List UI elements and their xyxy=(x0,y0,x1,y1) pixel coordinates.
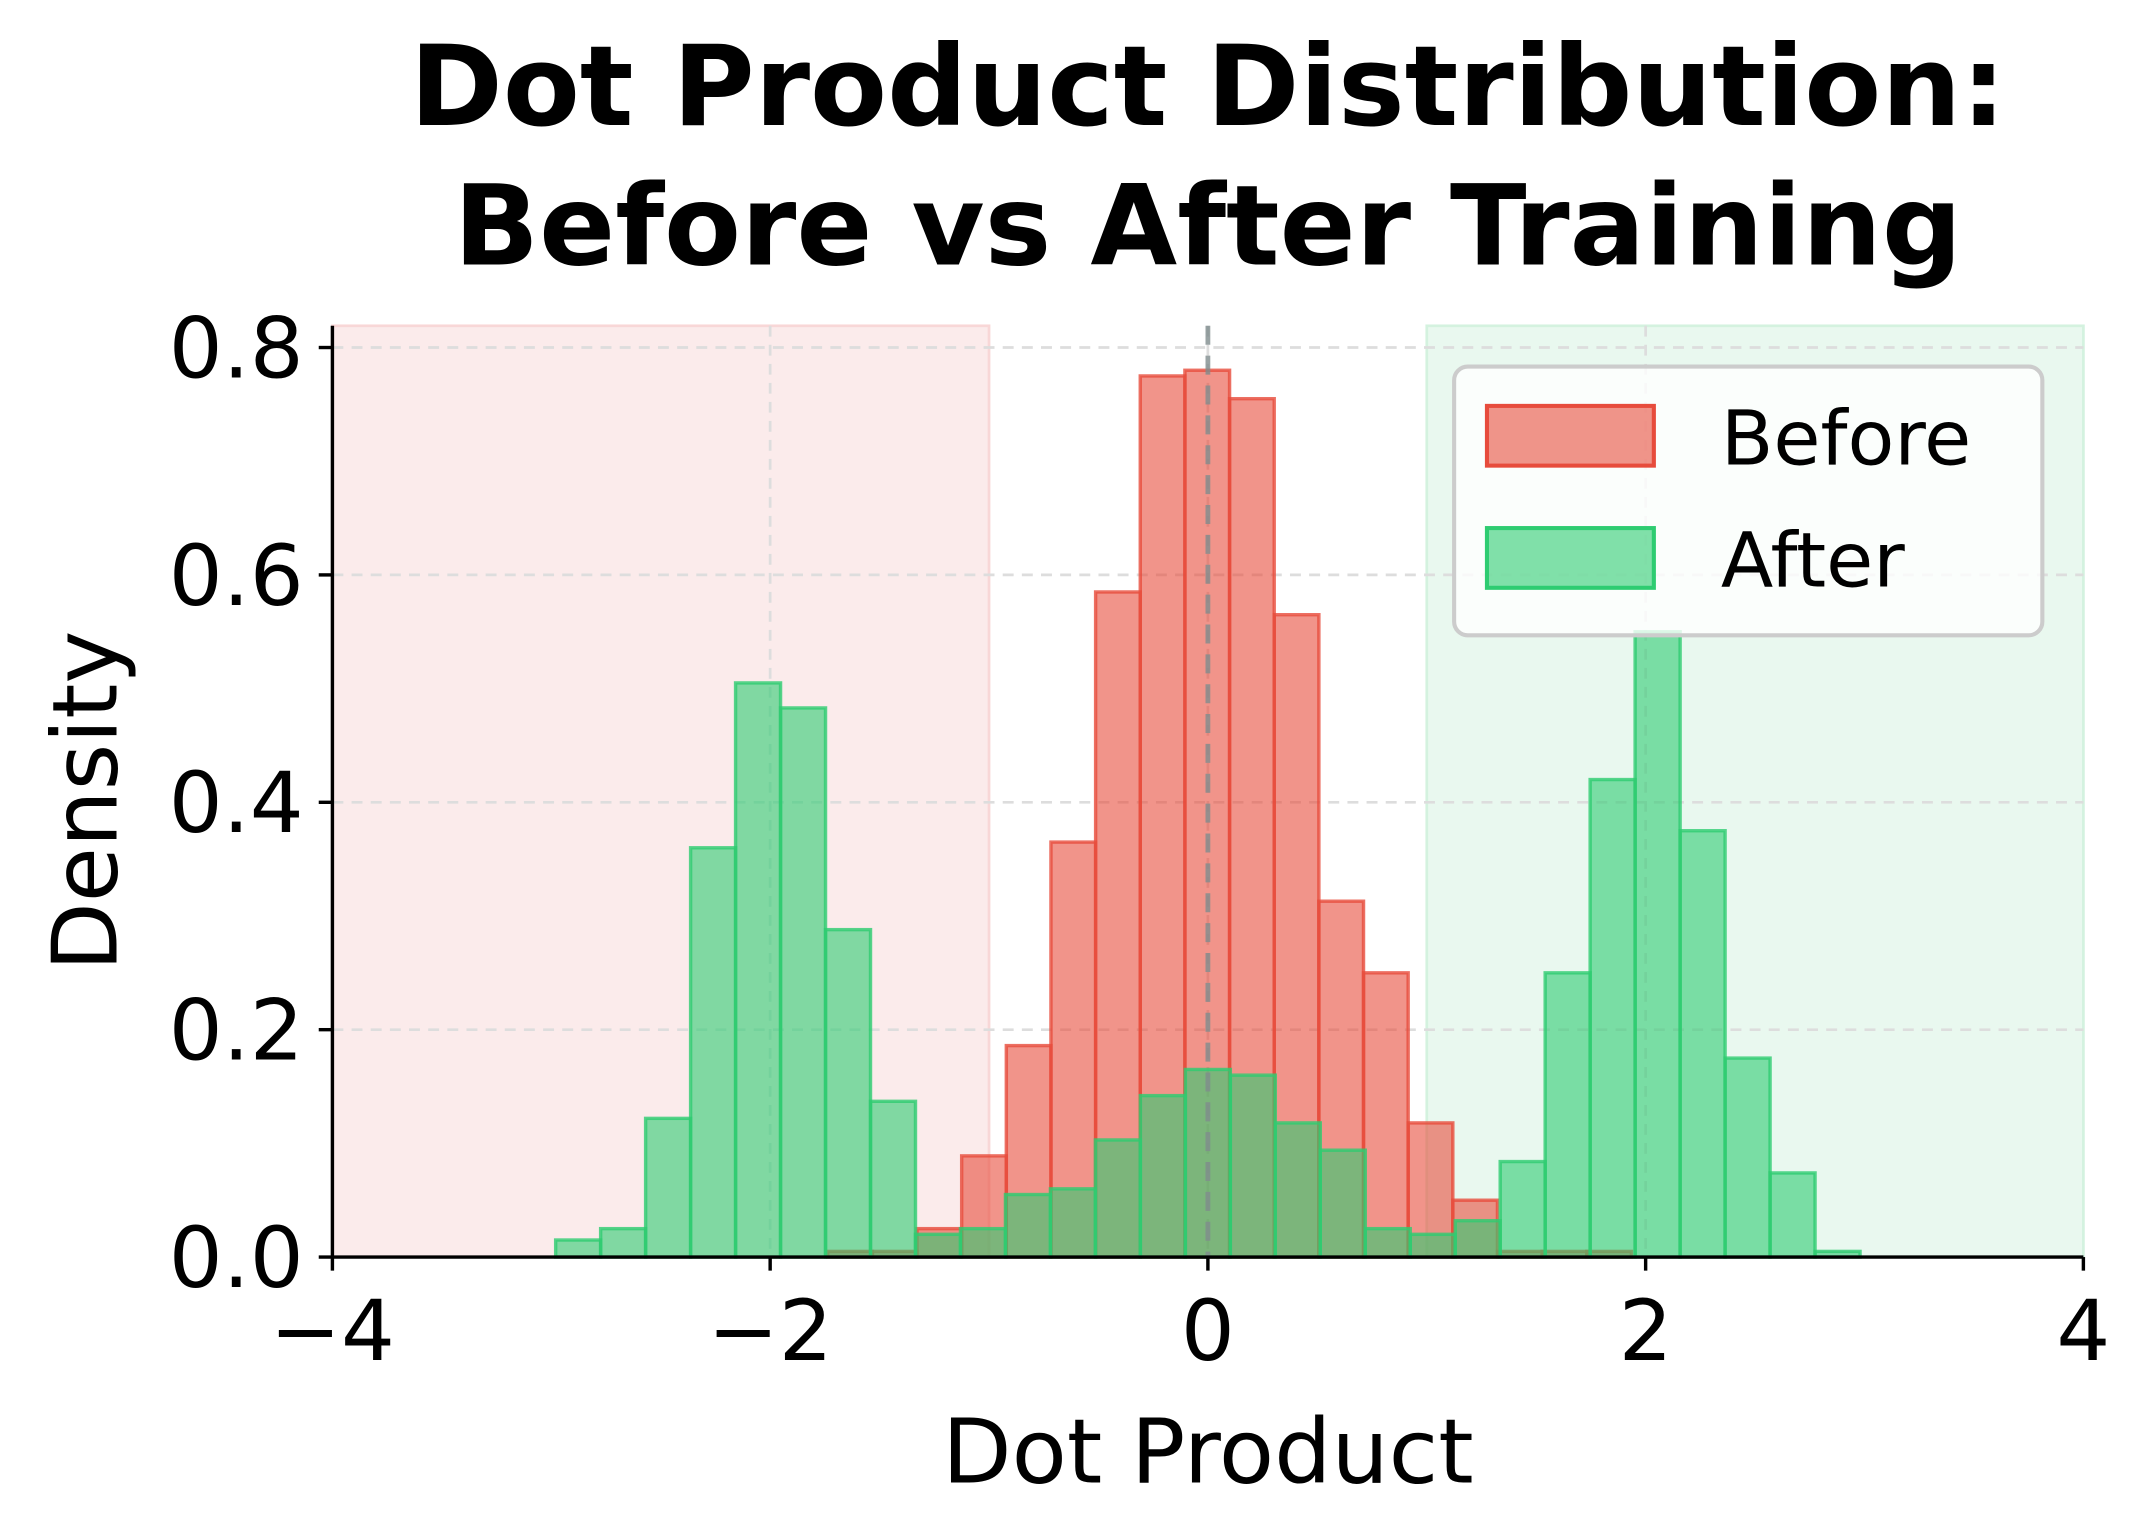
bar-after xyxy=(598,1226,648,1259)
y-axis-label: Density xyxy=(34,631,138,972)
x-tick-label: 0 xyxy=(1181,1283,1235,1381)
chart-title-line1: Dot Product Distribution: xyxy=(410,22,2006,152)
x-axis-label: Dot Product xyxy=(942,1401,1474,1505)
legend-label-after: After xyxy=(1721,516,1906,605)
legend: Before After xyxy=(1452,364,2045,638)
y-tick-label: 0.4 xyxy=(169,754,304,852)
x-tick-label: −2 xyxy=(708,1283,833,1381)
bar-after xyxy=(1498,1159,1547,1259)
bar-after xyxy=(1723,1056,1772,1259)
x-tick-label: −4 xyxy=(270,1283,395,1381)
y-tick-label: 0.6 xyxy=(169,527,304,625)
bar-after xyxy=(688,846,738,1259)
bar-after xyxy=(778,706,828,1259)
bar-after xyxy=(1138,1093,1188,1259)
bar-after xyxy=(868,1099,918,1259)
bar-after xyxy=(1363,1226,1412,1259)
bar-after xyxy=(1633,630,1682,1259)
legend-label-before: Before xyxy=(1721,394,1971,483)
bar-after xyxy=(913,1232,963,1259)
bar-after xyxy=(643,1116,693,1259)
y-tick-label: 0.8 xyxy=(169,300,304,398)
bar-after xyxy=(823,927,873,1259)
bar-before xyxy=(1361,971,1410,1259)
bar-after xyxy=(1003,1192,1053,1259)
legend-swatch-before xyxy=(1484,403,1656,468)
chart-title-line2: Before vs After Training xyxy=(454,162,1962,292)
legend-swatch-after xyxy=(1484,526,1656,590)
bar-after xyxy=(1228,1073,1278,1259)
bar-after xyxy=(1543,971,1592,1259)
x-tick-label: 2 xyxy=(1619,1283,1673,1381)
bar-after xyxy=(553,1238,603,1259)
bar-after xyxy=(1048,1187,1098,1259)
bar-after xyxy=(1273,1121,1322,1259)
bar-after xyxy=(958,1226,1008,1259)
bar-after xyxy=(733,681,783,1259)
y-tick-label: 0.0 xyxy=(169,1209,304,1307)
bar-after xyxy=(1408,1232,1457,1259)
bar-after xyxy=(1678,829,1727,1259)
x-tick-label: 4 xyxy=(2056,1283,2110,1381)
bar-after xyxy=(1318,1148,1367,1259)
bar-after xyxy=(1453,1218,1502,1259)
bar-after xyxy=(1768,1171,1817,1259)
y-tick-label: 0.2 xyxy=(169,982,304,1080)
bar-after xyxy=(1588,777,1637,1259)
bar-after xyxy=(1093,1138,1143,1259)
